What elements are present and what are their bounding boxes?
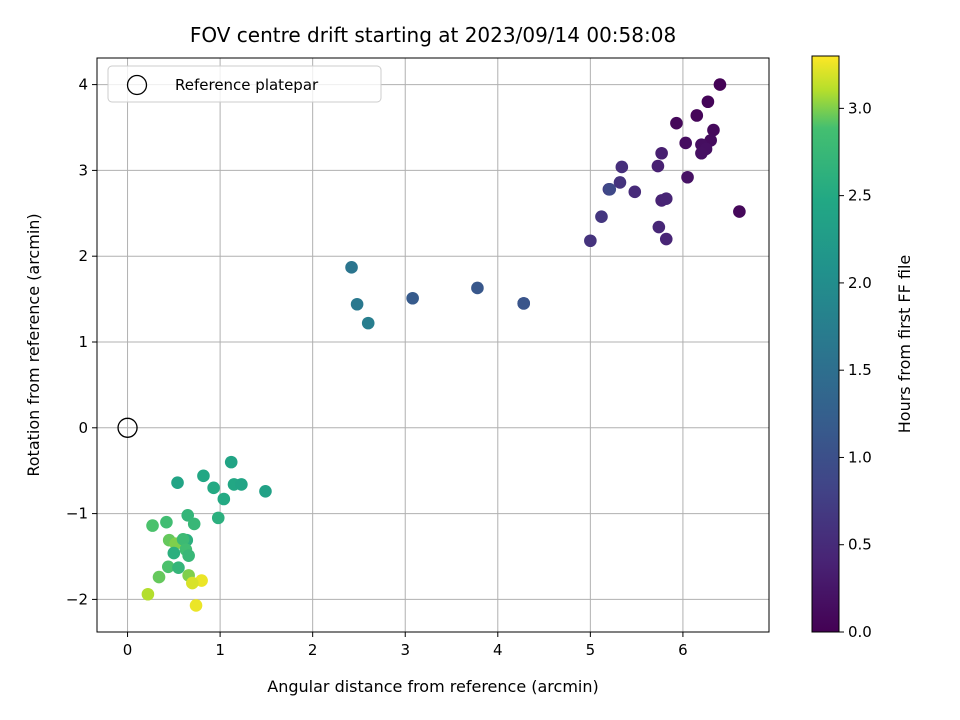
scatter-point (690, 109, 704, 122)
colorbar-tick-label: 2.0 (848, 274, 872, 292)
x-tick-label: 6 (678, 641, 688, 659)
scatter-point (187, 517, 201, 531)
scatter-point (259, 484, 272, 498)
scatter-point (235, 478, 248, 491)
y-tick-label: −1 (66, 505, 88, 523)
scatter-point (707, 123, 720, 137)
scatter-point (603, 182, 617, 196)
x-axis: 0 1 2 3 4 5 6 (123, 632, 688, 659)
y-axis: −2 −1 0 1 2 3 4 (66, 76, 97, 608)
scatter-point (517, 297, 531, 310)
scatter-point (350, 297, 364, 311)
colorbar-label: Hours from first FF file (895, 255, 914, 434)
scatter-point (679, 136, 692, 150)
scatter-point (217, 492, 231, 506)
scatter-point (615, 160, 629, 174)
y-tick-label: −2 (66, 590, 88, 608)
x-tick-label: 3 (400, 641, 410, 659)
scatter-point (406, 291, 419, 305)
scatter-point (152, 570, 166, 584)
scatter-point (176, 533, 190, 546)
scatter-point (471, 281, 484, 295)
scatter-point (181, 509, 195, 522)
scatter-point (186, 576, 199, 590)
colorbar-tick-label: 3.0 (848, 99, 872, 117)
y-tick-label: 1 (78, 333, 88, 351)
scatter-point (695, 146, 708, 160)
colorbar-tick-label: 1.0 (848, 448, 872, 466)
colorbar-axis: 0.0 0.5 1.0 1.5 2.0 2.5 3.0 (839, 99, 872, 641)
scatter-point (628, 185, 642, 199)
scatter-point (167, 546, 181, 560)
scatter-point (713, 78, 727, 91)
scatter-point (207, 481, 220, 495)
scatter-point (345, 261, 358, 274)
colorbar-tick-label: 0.5 (848, 536, 872, 554)
y-axis-label: Rotation from reference (arcmin) (24, 213, 43, 476)
grid-lines (97, 58, 769, 632)
reference-point-layer (117, 417, 138, 438)
scatter-point (659, 232, 673, 246)
scatter-point (146, 519, 159, 532)
scatter-point (652, 220, 666, 234)
colorbar-tick-label: 1.5 (848, 361, 872, 379)
x-tick-label: 4 (493, 641, 503, 659)
colorbar-tick-label: 2.5 (848, 187, 872, 205)
x-tick-label: 5 (586, 641, 596, 659)
scatter-point (659, 192, 673, 206)
scatter-point (701, 95, 715, 109)
scatter-point (613, 176, 627, 189)
scatter-point (160, 515, 173, 529)
scatter-point (197, 469, 210, 483)
legend-entry-reference-platepar: Reference platepar (175, 76, 319, 94)
scatter-point (681, 170, 694, 184)
scatter-point (182, 549, 195, 562)
chart-title: FOV centre drift starting at 2023/09/14 … (190, 23, 676, 47)
colorbar (811, 55, 840, 633)
scatter-point (595, 210, 608, 224)
scatter-point (189, 599, 203, 612)
scatter-point (224, 455, 238, 469)
x-tick-label: 1 (215, 641, 225, 659)
legend-marker-open-circle (126, 74, 148, 96)
scatter-point (670, 116, 683, 130)
x-tick-label: 2 (308, 641, 318, 659)
y-tick-label: 4 (78, 76, 88, 94)
plot-frame (96, 57, 770, 633)
reference-point-marker (117, 417, 138, 438)
scatter-point (733, 205, 746, 218)
scatter-point (211, 511, 225, 525)
scatter-point (361, 316, 375, 330)
scatter-point (584, 234, 597, 248)
y-tick-label: 2 (78, 247, 88, 265)
data-points (141, 78, 746, 612)
legend-box (107, 65, 382, 103)
x-axis-label: Angular distance from reference (arcmin) (267, 677, 598, 696)
scatter-point (651, 159, 665, 173)
y-tick-label: 0 (78, 419, 88, 437)
scatter-point (172, 561, 185, 574)
x-tick-label: 0 (123, 641, 133, 659)
legend: Reference platepar (107, 65, 382, 103)
colorbar-tick-label: 0.0 (848, 623, 872, 641)
y-tick-label: 3 (78, 161, 88, 179)
scatter-point (141, 587, 155, 601)
scatter-point (171, 476, 184, 490)
scatter-point (655, 146, 668, 160)
scatter-point (161, 560, 175, 574)
